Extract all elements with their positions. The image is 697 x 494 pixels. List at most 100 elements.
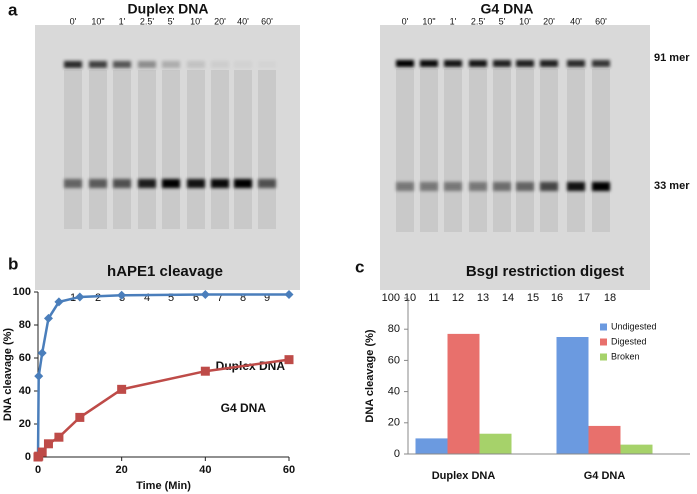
smear	[211, 70, 229, 229]
lane-time: 20'	[214, 16, 226, 26]
y-tick-label: 100	[382, 292, 400, 304]
band	[420, 182, 438, 191]
smear	[187, 70, 205, 229]
gel-title: G4 DNA	[481, 1, 534, 17]
lane-time: 2.5'	[140, 16, 155, 26]
smear	[258, 70, 276, 229]
band	[187, 61, 205, 68]
y-axis-label: DNA cleavage (%)	[2, 328, 14, 421]
band	[89, 179, 107, 188]
point	[200, 289, 210, 299]
band	[162, 179, 180, 188]
band	[493, 182, 511, 191]
point	[117, 290, 127, 300]
marker-label: 91 mer	[654, 52, 690, 64]
x-tick-label: Duplex DNA	[432, 470, 496, 482]
smear	[396, 69, 414, 232]
lane-time: 20'	[543, 16, 555, 26]
lane-time: 5'	[499, 16, 506, 26]
band	[113, 61, 131, 68]
lane-time: 1'	[450, 16, 457, 26]
band	[162, 61, 180, 68]
lane-time: 40'	[237, 16, 249, 26]
point	[54, 297, 64, 307]
y-tick-label: 40	[19, 385, 31, 397]
band	[396, 60, 414, 67]
lane-time: 5'	[168, 16, 175, 26]
legend-swatch	[600, 323, 607, 331]
legend-swatch	[600, 353, 607, 361]
band	[211, 61, 229, 68]
point	[284, 355, 294, 365]
y-tick-label: 0	[394, 448, 400, 460]
lane-number: 8	[240, 292, 246, 304]
band	[516, 182, 534, 191]
lane-number: 11	[428, 292, 439, 304]
smear	[64, 70, 82, 229]
lane-time: 10'	[190, 16, 202, 26]
y-tick-label: 60	[388, 354, 400, 366]
band	[187, 179, 205, 188]
marker-label: 33 mer	[654, 180, 690, 192]
legend-swatch	[600, 338, 607, 346]
band	[258, 179, 276, 188]
band	[469, 182, 487, 191]
lane-number: 18	[604, 292, 616, 304]
lane-number: 12	[452, 292, 464, 304]
lane-number: 10	[404, 292, 416, 304]
bar	[479, 433, 512, 454]
legend-label: Undigested	[611, 321, 657, 331]
smear	[162, 70, 180, 229]
band	[64, 179, 82, 188]
chart-title: hAPE1 cleavage	[107, 263, 223, 280]
smear	[567, 69, 585, 232]
lane-time: 60'	[261, 16, 273, 26]
y-tick-label: 20	[388, 417, 400, 429]
smear	[469, 69, 487, 232]
lane-time: 10'	[519, 16, 531, 26]
y-tick-label: 60	[19, 352, 31, 364]
point	[37, 348, 47, 358]
smear	[113, 70, 131, 229]
x-tick-label: 40	[199, 464, 211, 476]
band	[396, 182, 414, 191]
x-tick-label: 60	[283, 464, 295, 476]
series-label: G4 DNA	[221, 401, 267, 415]
band	[516, 60, 534, 67]
point	[75, 292, 85, 302]
y-axis-label: DNA cleavage (%)	[364, 329, 376, 422]
point	[200, 366, 210, 376]
band	[113, 179, 131, 188]
band	[64, 61, 82, 68]
band	[211, 179, 229, 188]
band	[234, 61, 252, 68]
panel-label: b	[8, 254, 18, 273]
smear	[234, 70, 252, 229]
band	[138, 61, 156, 68]
bar	[556, 337, 589, 454]
y-tick-label: 80	[388, 323, 400, 335]
smear	[89, 70, 107, 229]
x-tick-label: 0	[35, 464, 41, 476]
point	[43, 439, 53, 449]
lane-number: 7	[217, 292, 223, 304]
y-tick-label: 40	[388, 386, 400, 398]
point	[54, 432, 64, 442]
y-tick-label: 0	[25, 451, 31, 463]
lane-number: 17	[578, 292, 590, 304]
point	[34, 371, 44, 381]
bar	[620, 444, 653, 454]
band	[420, 60, 438, 67]
smear	[420, 69, 438, 232]
lane-number: 13	[477, 292, 489, 304]
legend-label: Digested	[611, 336, 647, 346]
band	[258, 61, 276, 68]
band	[540, 60, 558, 67]
bar	[415, 438, 448, 454]
chart-title: BsgI restriction digest	[466, 263, 624, 280]
smear	[592, 69, 610, 232]
series-line	[36, 293, 289, 458]
band	[567, 60, 585, 67]
point	[75, 412, 85, 422]
